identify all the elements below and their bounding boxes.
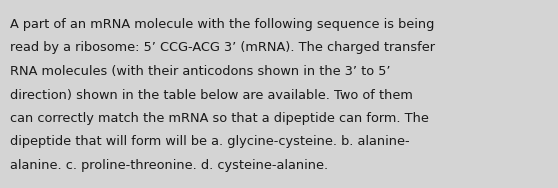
Text: RNA molecules (with their anticodons shown in the 3’ to 5’: RNA molecules (with their anticodons sho… [10, 65, 391, 78]
Text: alanine. c. proline-threonine. d. cysteine-alanine.: alanine. c. proline-threonine. d. cystei… [10, 159, 328, 172]
Text: A part of an mRNA molecule with the following sequence is being: A part of an mRNA molecule with the foll… [10, 18, 434, 31]
Text: direction) shown in the table below are available. Two of them: direction) shown in the table below are … [10, 89, 413, 102]
Text: can correctly match the mRNA so that a dipeptide can form. The: can correctly match the mRNA so that a d… [10, 112, 429, 125]
Text: read by a ribosome: 5’ CCG-ACG 3’ (mRNA). The charged transfer: read by a ribosome: 5’ CCG-ACG 3’ (mRNA)… [10, 42, 435, 55]
Text: dipeptide that will form will be a. glycine-cysteine. b. alanine-: dipeptide that will form will be a. glyc… [10, 136, 410, 149]
